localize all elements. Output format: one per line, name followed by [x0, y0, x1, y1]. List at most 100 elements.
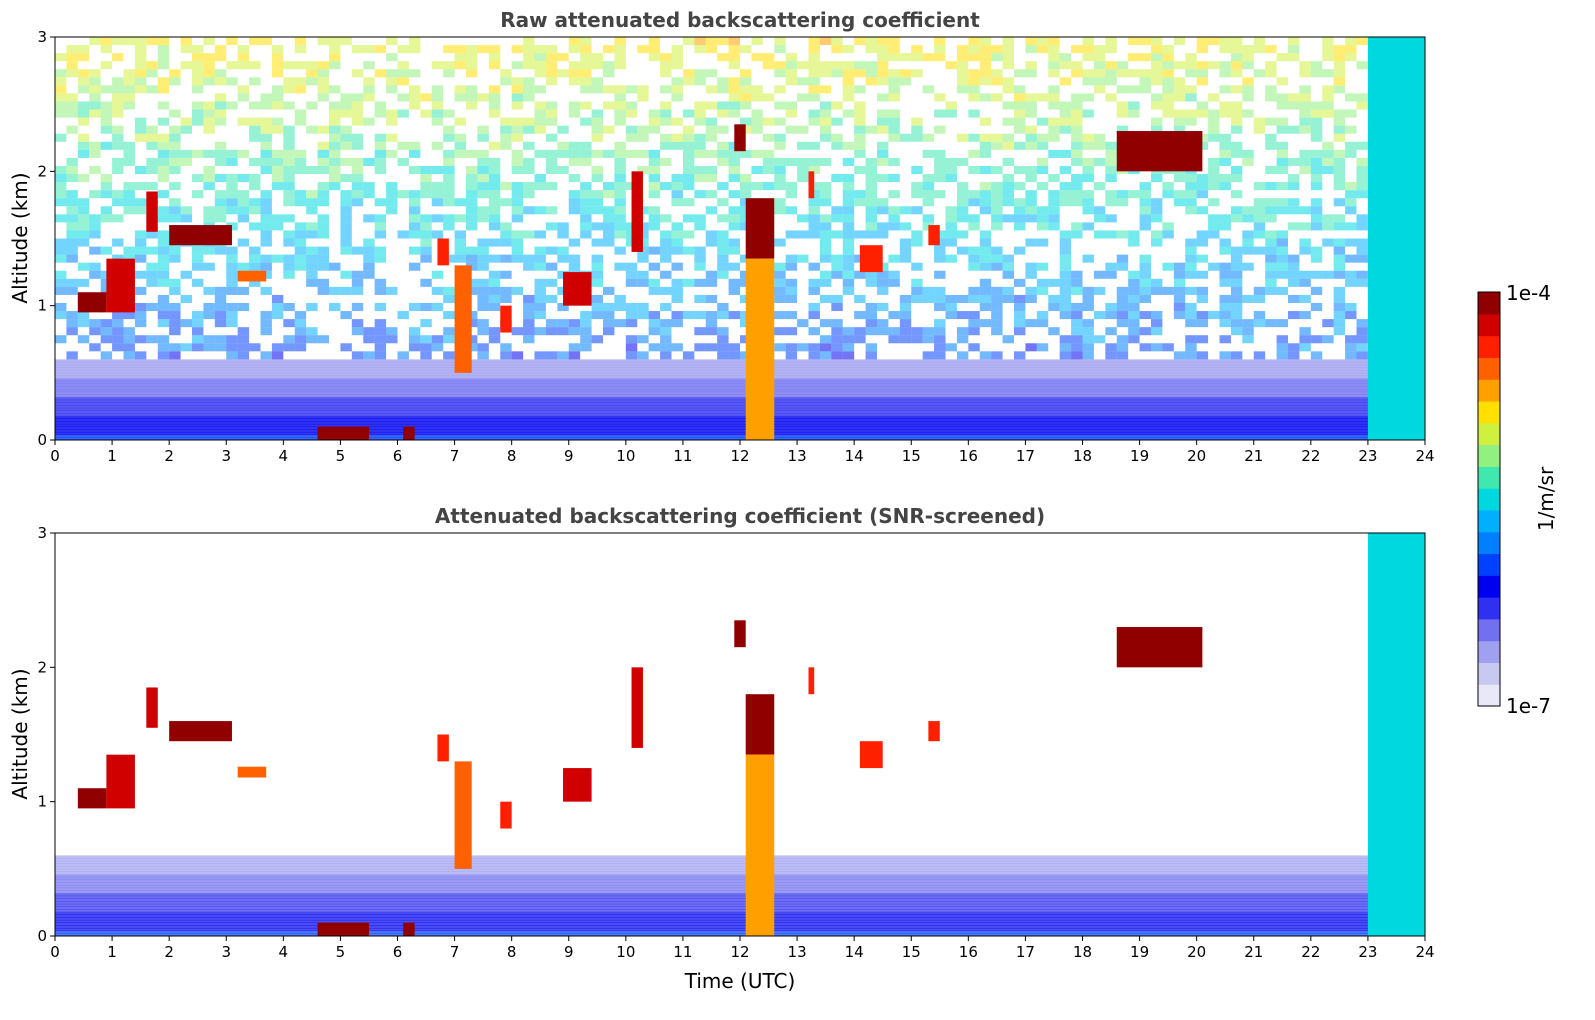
- noise-cell: [283, 149, 295, 158]
- noise-cell: [1014, 182, 1026, 191]
- noise-cell: [591, 278, 603, 287]
- noise-cell: [146, 246, 158, 255]
- noise-cell: [660, 302, 672, 312]
- noise-cell: [1059, 182, 1072, 191]
- cloud-feature: [928, 225, 940, 246]
- noise-cell: [534, 206, 546, 215]
- noise-cell: [819, 117, 832, 126]
- noise-cell: [545, 294, 558, 303]
- noise-cell: [774, 85, 786, 94]
- noise-cell: [682, 182, 695, 191]
- noise-cell: [740, 45, 752, 54]
- noise-cell: [271, 343, 284, 352]
- noise-cell: [1276, 141, 1288, 150]
- noise-cell: [157, 214, 170, 223]
- noise-cell: [580, 85, 592, 94]
- noise-cell: [226, 174, 238, 183]
- noise-cell: [1276, 101, 1288, 110]
- noise-cell: [1242, 230, 1254, 239]
- noise-cell: [1219, 85, 1231, 94]
- noise-cell: [671, 182, 683, 191]
- noise-cell: [648, 117, 661, 126]
- noise-cell: [1173, 190, 1186, 199]
- cloud-feature: [1116, 131, 1203, 172]
- noise-cell: [294, 61, 307, 70]
- noise-cell: [774, 294, 786, 303]
- noise-cell: [351, 319, 364, 328]
- noise-cell: [1253, 206, 1266, 215]
- noise-cell: [717, 149, 729, 158]
- noise-cell: [306, 206, 318, 215]
- noise-cell: [294, 254, 307, 263]
- noise-cell: [819, 246, 832, 255]
- noise-cell: [580, 61, 592, 70]
- noise-cell: [1242, 157, 1254, 166]
- noise-cell: [169, 198, 181, 207]
- noise-cell: [580, 230, 592, 239]
- noise-cell: [1002, 294, 1014, 303]
- noise-cell: [1242, 45, 1254, 54]
- noise-cell: [648, 109, 661, 118]
- noise-cell: [660, 133, 672, 142]
- noise-cell: [968, 222, 980, 231]
- noise-cell: [1333, 286, 1346, 295]
- noise-cell: [1071, 117, 1083, 126]
- boundary-layer-band: [55, 402, 1425, 406]
- noise-cell: [808, 61, 820, 70]
- noise-cell: [89, 69, 101, 78]
- noise-cell: [214, 93, 227, 102]
- noise-cell: [568, 157, 581, 166]
- noise-cell: [774, 311, 786, 320]
- noise-cell: [774, 286, 786, 295]
- noise-cell: [134, 165, 147, 175]
- noise-cell: [1082, 165, 1094, 175]
- noise-cell: [1162, 286, 1174, 295]
- noise-cell: [1082, 302, 1094, 312]
- noise-cell: [1151, 319, 1163, 328]
- noise-cell: [1173, 77, 1186, 86]
- noise-cell: [1105, 165, 1117, 175]
- noise-cell: [1151, 206, 1163, 215]
- noise-cell: [1230, 302, 1243, 312]
- noise-cell: [1345, 335, 1357, 344]
- noise-cell: [1310, 182, 1323, 191]
- noise-cell: [1025, 174, 1037, 183]
- noise-cell: [500, 222, 512, 231]
- noise-cell: [603, 149, 615, 158]
- noise-cell: [1059, 109, 1072, 118]
- noise-cell: [169, 182, 181, 191]
- noise-cell: [728, 141, 740, 150]
- noise-cell: [500, 238, 512, 247]
- noise-cell: [1173, 286, 1186, 295]
- noise-cell: [283, 254, 295, 263]
- noise-cell: [271, 117, 284, 126]
- boundary-layer-band: [55, 372, 1425, 377]
- noise-cell: [968, 311, 980, 320]
- noise-cell: [134, 198, 147, 207]
- noise-cell: [397, 77, 409, 86]
- noise-cell: [443, 190, 455, 199]
- noise-cell: [774, 101, 786, 110]
- noise-cell: [1288, 53, 1300, 62]
- noise-cell: [557, 149, 569, 158]
- noise-cell: [477, 45, 489, 54]
- x-tick-label: 15: [902, 447, 921, 465]
- noise-cell: [899, 206, 912, 215]
- noise-cell: [1162, 61, 1174, 70]
- noise-cell: [568, 69, 581, 78]
- noise-cell: [351, 351, 364, 360]
- noise-cell: [751, 149, 763, 158]
- noise-cell: [934, 45, 946, 54]
- boundary-layer-band: [55, 866, 1425, 870]
- noise-cell: [1276, 182, 1288, 191]
- noise-cell: [1356, 319, 1368, 328]
- cloud-feature: [745, 198, 775, 259]
- noise-cell: [819, 351, 832, 360]
- noise-cell: [934, 254, 946, 263]
- noise-cell: [1071, 149, 1083, 158]
- noise-cell: [1002, 174, 1014, 183]
- noise-cell: [112, 77, 124, 86]
- noise-cell: [466, 165, 478, 175]
- noise-cell: [1105, 302, 1117, 312]
- noise-cell: [580, 206, 592, 215]
